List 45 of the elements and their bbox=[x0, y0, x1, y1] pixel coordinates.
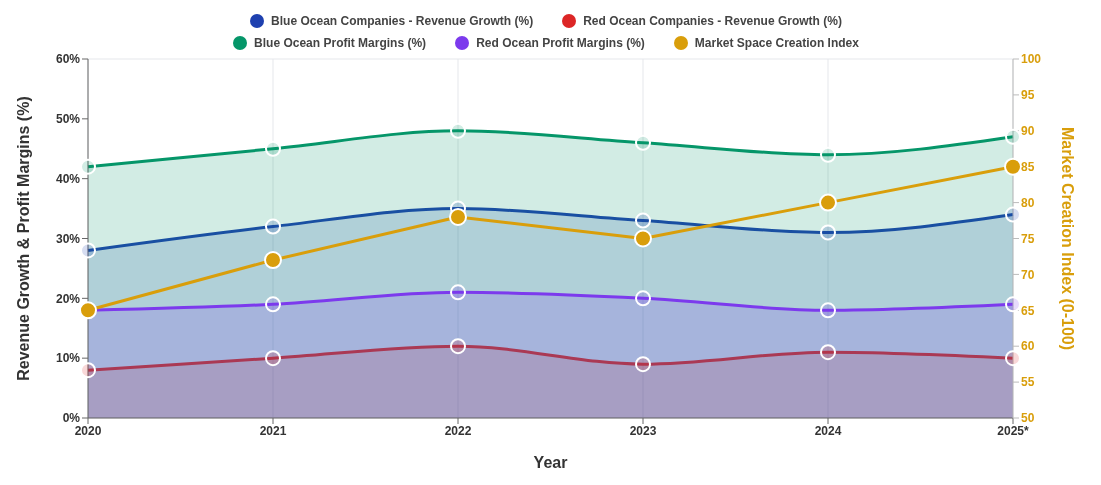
point bbox=[635, 290, 651, 307]
y-tick-label: 60% bbox=[55, 52, 81, 67]
legend-label: Blue Ocean Companies - Revenue Growth (%) bbox=[271, 14, 534, 28]
legend-label: Red Ocean Companies - Revenue Growth (%) bbox=[583, 14, 842, 28]
point bbox=[819, 193, 837, 212]
x-tick-label: 2024 bbox=[814, 423, 842, 438]
legend-label: Market Space Creation Index bbox=[694, 36, 859, 50]
point bbox=[80, 362, 96, 379]
y2-tick-label: 100 bbox=[1021, 52, 1042, 67]
point bbox=[450, 338, 466, 355]
point bbox=[1005, 296, 1021, 313]
y-tick-label: 10% bbox=[55, 351, 81, 366]
x-tick-label: 2025* bbox=[997, 423, 1030, 438]
y2-tick-label: 80 bbox=[1021, 195, 1035, 210]
x-axis-title: Year bbox=[533, 454, 568, 471]
y-tick-label: 30% bbox=[55, 231, 81, 246]
point bbox=[450, 284, 466, 301]
x-tick-label: 2022 bbox=[444, 423, 472, 438]
x-tick-label: 2020 bbox=[74, 423, 102, 438]
y-tick-label: 40% bbox=[55, 171, 81, 186]
point bbox=[265, 296, 281, 313]
x-tick-label: 2023 bbox=[629, 423, 657, 438]
y2-axis-title: Market Creation Index (0-100) bbox=[1059, 126, 1077, 351]
y2-tick-label: 55 bbox=[1021, 375, 1035, 390]
y-axis-title: Revenue Growth & Profit Margins (%) bbox=[14, 96, 32, 381]
y2-tick-label: 95 bbox=[1021, 88, 1035, 103]
y2-tick-label: 70 bbox=[1021, 267, 1035, 282]
point bbox=[264, 251, 282, 270]
y-tick-label: 0% bbox=[62, 411, 81, 426]
y-tick-label: 20% bbox=[55, 291, 81, 306]
point bbox=[820, 302, 836, 319]
point bbox=[635, 356, 651, 373]
x-tick-label: 2021 bbox=[259, 423, 287, 438]
y2-tick-label: 50 bbox=[1021, 411, 1035, 426]
legend-label: Red Ocean Profit Margins (%) bbox=[476, 36, 645, 50]
point bbox=[265, 350, 281, 367]
legend-label: Blue Ocean Profit Margins (%) bbox=[254, 36, 427, 50]
y2-tick-label: 60 bbox=[1021, 339, 1035, 354]
y2-tick-label: 75 bbox=[1021, 231, 1035, 246]
point bbox=[1005, 350, 1021, 367]
point bbox=[820, 344, 836, 361]
y-tick-label: 50% bbox=[55, 112, 81, 127]
y2-tick-label: 90 bbox=[1021, 124, 1035, 139]
y2-tick-label: 65 bbox=[1021, 303, 1035, 318]
y2-tick-label: 85 bbox=[1021, 159, 1035, 174]
